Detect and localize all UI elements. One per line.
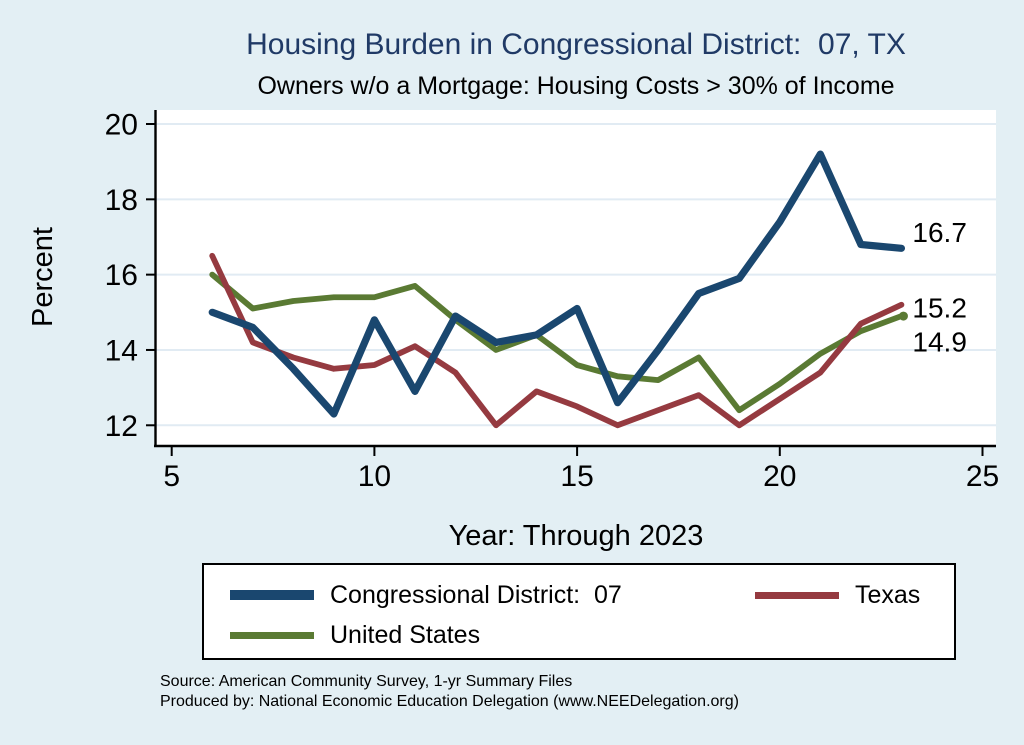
gridlines	[156, 123, 996, 427]
y-tick-label: 18	[105, 184, 138, 217]
x-tick-label: 25	[966, 460, 999, 493]
legend-item-texas: Texas	[755, 581, 920, 609]
us-line-swatch	[230, 631, 314, 639]
legend-item-us: United States	[230, 621, 480, 649]
x-tick-label: 10	[358, 460, 391, 493]
chart-subtitle: Owners w/o a Mortgage: Housing Costs > 3…	[257, 72, 895, 100]
legend: Congressional District: 07 Texas United …	[202, 563, 956, 660]
series-end-label: 15.2	[912, 292, 967, 323]
legend-item-district: Congressional District: 07	[230, 581, 622, 609]
series-end-marker	[898, 311, 908, 321]
x-tick-label: 15	[560, 460, 593, 493]
series-end-label: 16.7	[912, 217, 967, 248]
y-tick-label: 12	[105, 410, 138, 443]
source-note: Source: American Community Survey, 1-yr …	[160, 672, 739, 712]
plot-area	[156, 110, 996, 446]
x-tick-label: 5	[163, 460, 180, 493]
legend-label-district: Congressional District: 07	[330, 580, 622, 609]
series-end-labels: 16.7 15.2 14.9	[898, 217, 967, 358]
axis-tick-labels: 12 14 16 18 20 5 10 15 20 25	[105, 109, 1000, 494]
series-end-label: 14.9	[912, 327, 967, 358]
axis-ticks	[146, 123, 984, 456]
x-axis-title: Year: Through 2023	[449, 520, 704, 552]
source-line-1: Source: American Community Survey, 1-yr …	[160, 673, 573, 690]
legend-label-texas: Texas	[855, 580, 921, 609]
chart-title: Housing Burden in Congressional District…	[246, 28, 906, 61]
y-tick-label: 20	[105, 109, 138, 142]
legend-label-us: United States	[330, 620, 481, 649]
series-line-olive	[209, 271, 905, 414]
y-tick-label: 14	[105, 334, 138, 367]
y-axis-title: Percent	[27, 227, 59, 327]
series-line-navy	[208, 150, 906, 418]
source-line-2: Produced by: National Economic Education…	[160, 693, 739, 710]
texas-line-swatch	[755, 591, 839, 599]
plot-svg: 12 14 16 18 20 5 10 15 20 25 16.7 15.2 14.9 Percent…	[27, 109, 1000, 553]
series-line-maroon	[209, 252, 905, 429]
x-tick-label: 20	[763, 460, 796, 493]
y-tick-label: 16	[105, 259, 138, 292]
district-line-swatch	[230, 590, 314, 600]
series-lines	[208, 150, 906, 429]
